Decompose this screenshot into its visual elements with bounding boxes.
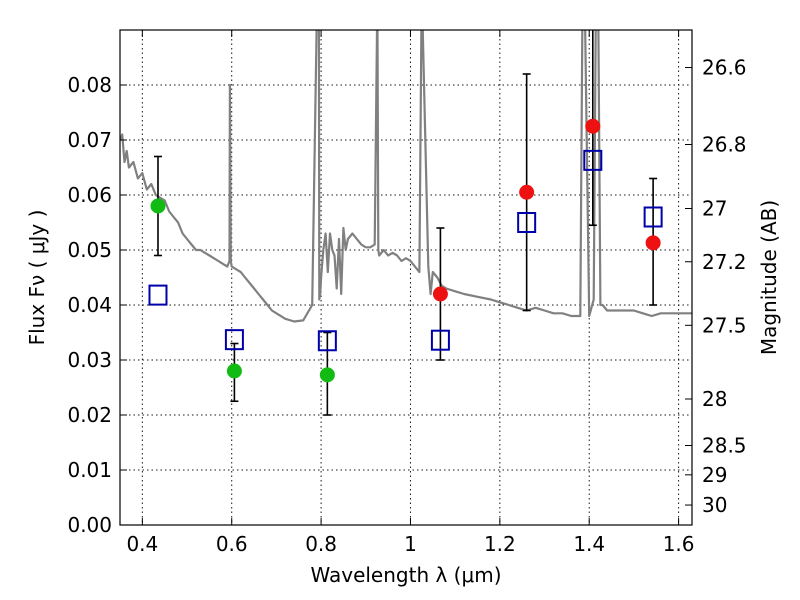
y2-tick-label: 26.6 — [702, 56, 747, 80]
y2-tick-label: 30 — [702, 493, 727, 517]
y2-tick-label: 27.5 — [702, 313, 747, 337]
y2-tick-label: 27.2 — [702, 250, 747, 274]
y-tick-label: 0.06 — [67, 183, 112, 207]
green-data-point — [226, 363, 242, 379]
x-tick-label: 1.2 — [484, 532, 516, 556]
y-tick-label: 0.07 — [67, 128, 112, 152]
y-tick-label: 0.04 — [67, 293, 112, 317]
x-tick-label: 1.4 — [573, 532, 605, 556]
y2-tick-label: 28 — [702, 387, 727, 411]
y2-axis-title: Magnitude (AB) — [757, 200, 781, 355]
model-box-marker — [517, 212, 537, 233]
red-data-point — [432, 286, 448, 302]
y-tick-label: 0.03 — [67, 348, 112, 372]
green-data-point — [150, 198, 166, 214]
y-tick-label: 0.05 — [67, 238, 112, 262]
grid — [120, 30, 692, 526]
red-data-point — [585, 118, 601, 134]
red-data-point — [519, 184, 535, 200]
model-box-marker — [643, 206, 663, 228]
y-axis-title: Flux Fν ( μJy ) — [25, 210, 49, 346]
model-spectrum-layer — [120, 30, 692, 323]
model-box-marker — [224, 329, 244, 351]
y2-tick-label: 27 — [702, 197, 727, 221]
y-tick-label: 0.08 — [67, 73, 112, 97]
y2-tick-label: 26.8 — [702, 132, 747, 156]
x-tick-label: 1.6 — [663, 532, 695, 556]
axis-ticks: 0.4 0.6 0.8 1 1.2 1.4 1.6 0.00 0.01 0.02 0.03 0.04 0… — [67, 30, 747, 556]
x-tick-label: 0.8 — [305, 532, 337, 556]
y-tick-label: 0.02 — [67, 403, 112, 427]
red-data-point — [645, 235, 661, 251]
x-axis-title: Wavelength λ (μm) — [310, 563, 501, 587]
model-spectrum-line — [120, 30, 692, 323]
model-box-marker — [317, 330, 337, 352]
x-tick-label: 0.6 — [216, 532, 248, 556]
y-tick-label: 0.00 — [67, 513, 112, 537]
data-points-layer — [148, 30, 663, 416]
y-tick-label: 0.01 — [67, 458, 112, 482]
plot-frame — [119, 29, 693, 526]
green-data-point — [319, 367, 335, 383]
y2-tick-label: 28.5 — [702, 434, 747, 458]
x-tick-label: 1 — [404, 532, 417, 556]
model-box-marker — [430, 329, 450, 351]
model-box-marker — [583, 149, 603, 171]
model-box-marker — [148, 284, 168, 306]
y2-tick-label: 29 — [702, 463, 727, 487]
x-tick-label: 0.4 — [126, 532, 158, 556]
